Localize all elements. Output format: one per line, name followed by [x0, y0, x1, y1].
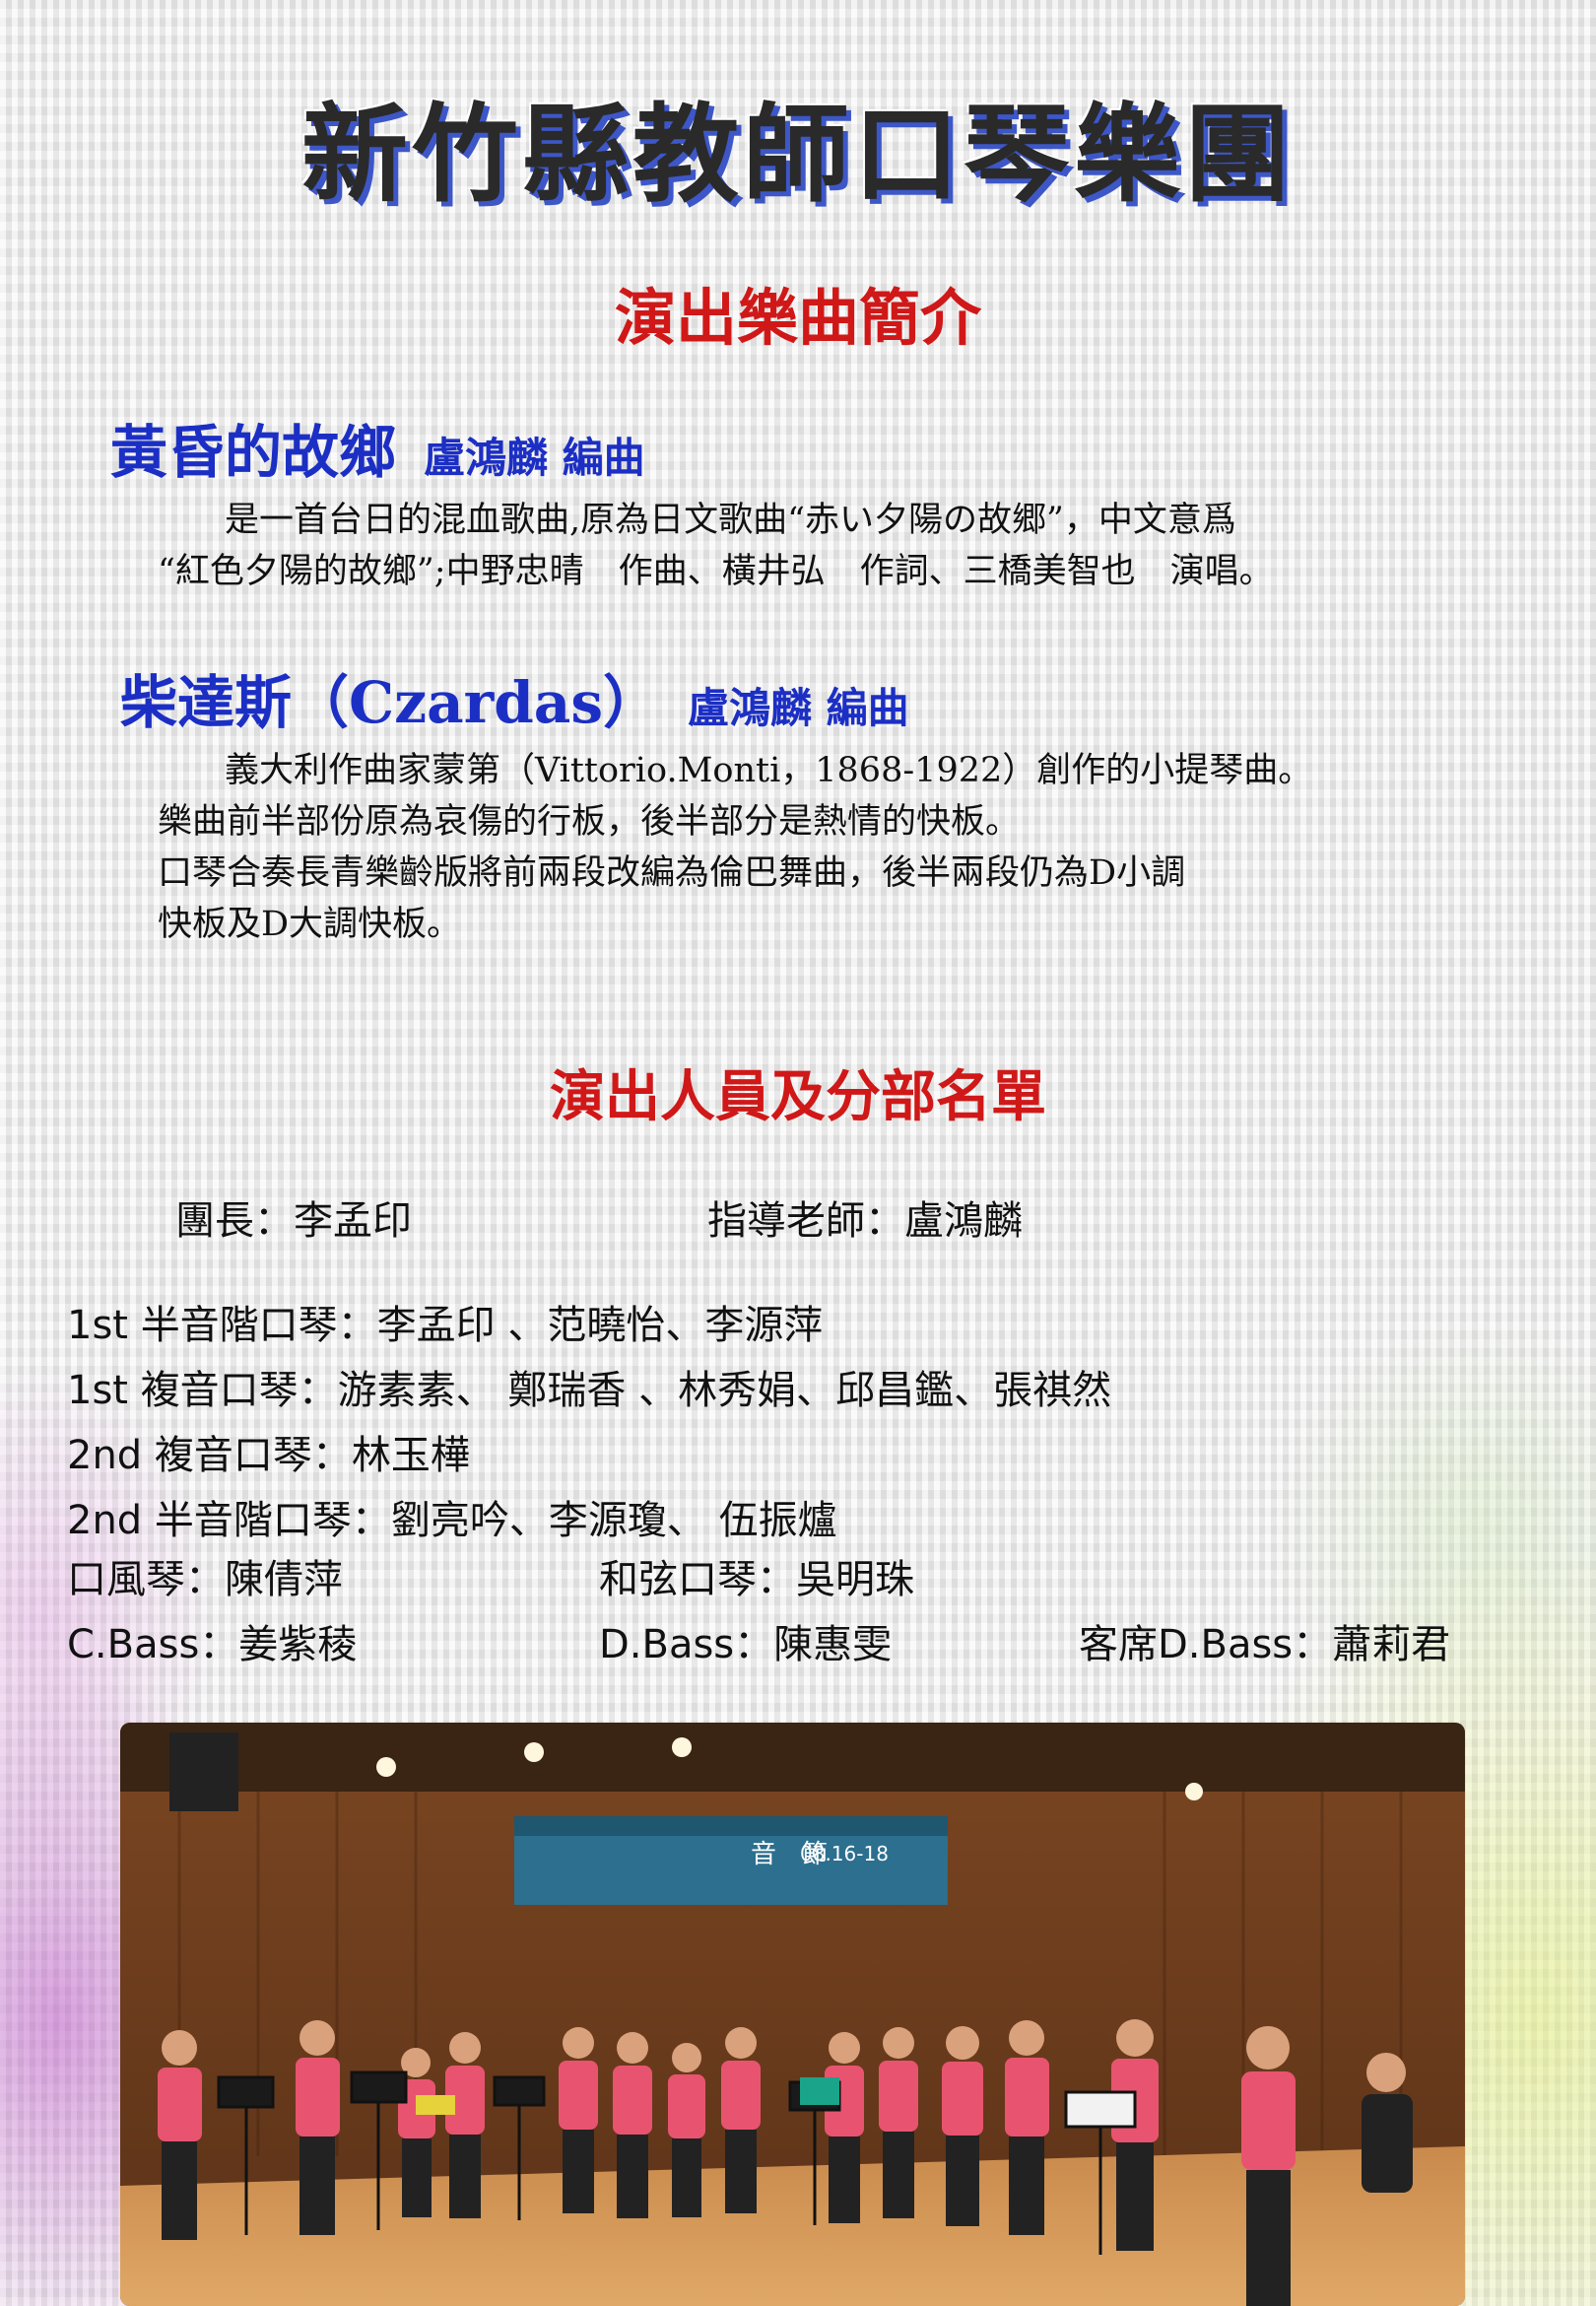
banner-title: 音 節 [751, 1840, 828, 1869]
song-2-desc-line-2: 樂曲前半部份原為哀傷的行板，後半部分是熱情的快板。 [158, 802, 1021, 842]
yellow-stand [416, 2095, 455, 2115]
section-heading-songs: 演出樂曲簡介 [614, 282, 981, 354]
leader-head: 團長：李孟印 [175, 1198, 412, 1244]
song-1-desc-line-2: “紅色夕陽的故鄉”;中野忠晴 作曲、橫井弘 作詞、三橋美智也 演唱。 [158, 552, 1274, 591]
ensemble-photo: 音 節 08.16-18 [120, 1723, 1465, 2306]
song-2-arranger: 盧鴻麟 編曲 [688, 684, 909, 732]
roster-row-4: 2nd 半音階口琴：劉亮吟、李源瓊、 伍振爐 [67, 1498, 837, 1543]
ensemble-photo-illustration: 音 節 08.16-18 [120, 1723, 1465, 2306]
green-stand [800, 2077, 839, 2105]
song-2-desc-line-1: 義大利作曲家蒙第（Vittorio.Monti，1868-1922）創作的小提琴… [225, 751, 1313, 790]
main-title: 新竹縣教師口琴樂團 [300, 94, 1295, 217]
song-1-desc-line-1: 是一首台日的混血歌曲,原為日文歌曲“赤い夕陽の故郷”，中文意爲 [225, 501, 1236, 540]
song-1-title: 黃昏的故鄉 [110, 419, 397, 486]
leader-teacher: 指導老師：盧鴻麟 [707, 1198, 1023, 1244]
song-2-desc-line-3: 口琴合奏長青樂齡版將前兩段改編為倫巴舞曲，後半兩段仍為D小調 [158, 853, 1186, 893]
song-2-title-row: 柴達斯（Czardas） 盧鴻麟 編曲 [120, 656, 909, 739]
banner-date: 08.16-18 [800, 1842, 889, 1865]
song-2-desc-line-4: 快板及D大調快板。 [158, 905, 462, 944]
roster-row-6-b: D.Bass：陳惠雯 [599, 1622, 893, 1667]
roster-row-6-a: C.Bass：姜紫稜 [67, 1622, 358, 1667]
song-2-title: 柴達斯（Czardas） [120, 669, 661, 736]
roster-row-5-a: 口風琴：陳倩萍 [67, 1557, 343, 1602]
speaker-icon [169, 1732, 238, 1811]
roster-row-6-c: 客席D.Bass：蕭莉君 [1079, 1622, 1451, 1667]
roster-row-1: 1st 半音階口琴：李孟印 、范曉怡、李源萍 [67, 1303, 824, 1348]
roster-row-5-b: 和弦口琴：吳明珠 [599, 1557, 914, 1602]
song-1-arranger: 盧鴻麟 編曲 [424, 434, 645, 482]
section-heading-members: 演出人員及分部名單 [550, 1065, 1046, 1129]
roster-row-3: 2nd 複音口琴：林玉樺 [67, 1433, 470, 1478]
song-1-title-row: 黃昏的故鄉 盧鴻麟 編曲 [110, 406, 645, 489]
performers [158, 2019, 1413, 2306]
roster-row-2: 1st 複音口琴：游素素、 鄭瑞香 、林秀娟、邱昌鑑、張祺然 [67, 1368, 1112, 1413]
